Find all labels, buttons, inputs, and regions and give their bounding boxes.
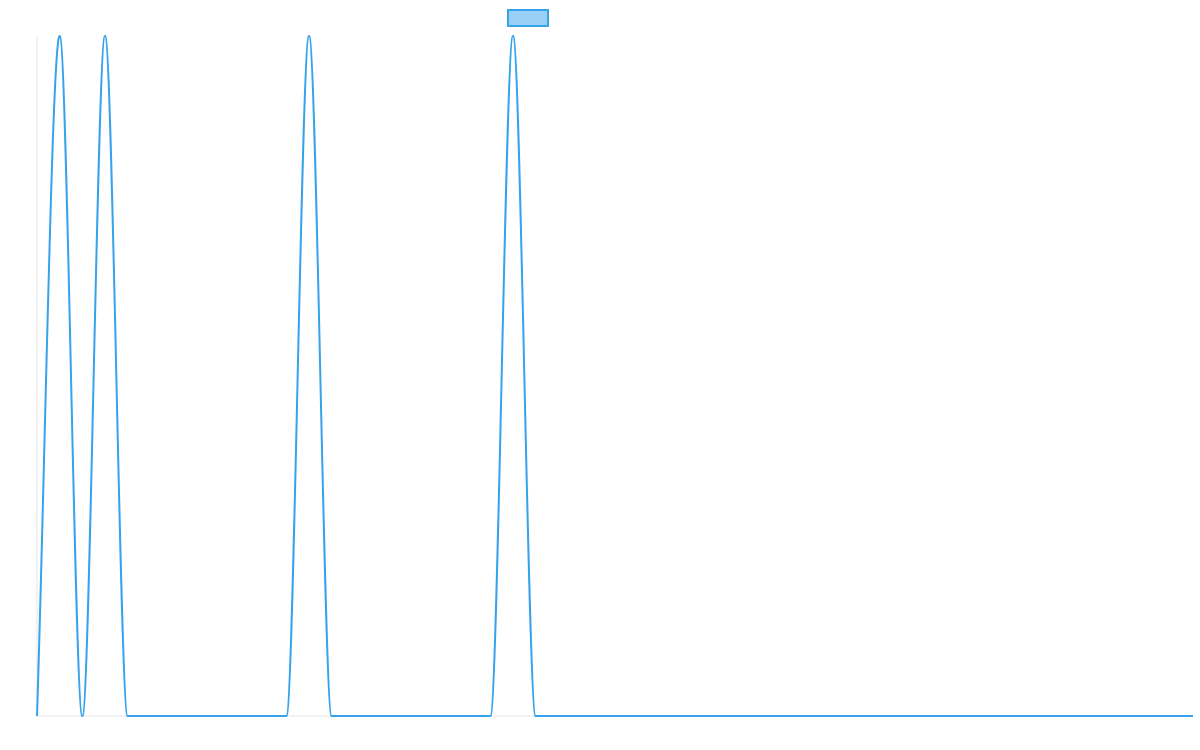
series-layer	[36, 35, 1193, 717]
axes	[36, 36, 1193, 717]
legend-swatch[interactable]	[507, 9, 549, 27]
legend[interactable]	[507, 9, 549, 27]
series-line	[36, 35, 1193, 717]
